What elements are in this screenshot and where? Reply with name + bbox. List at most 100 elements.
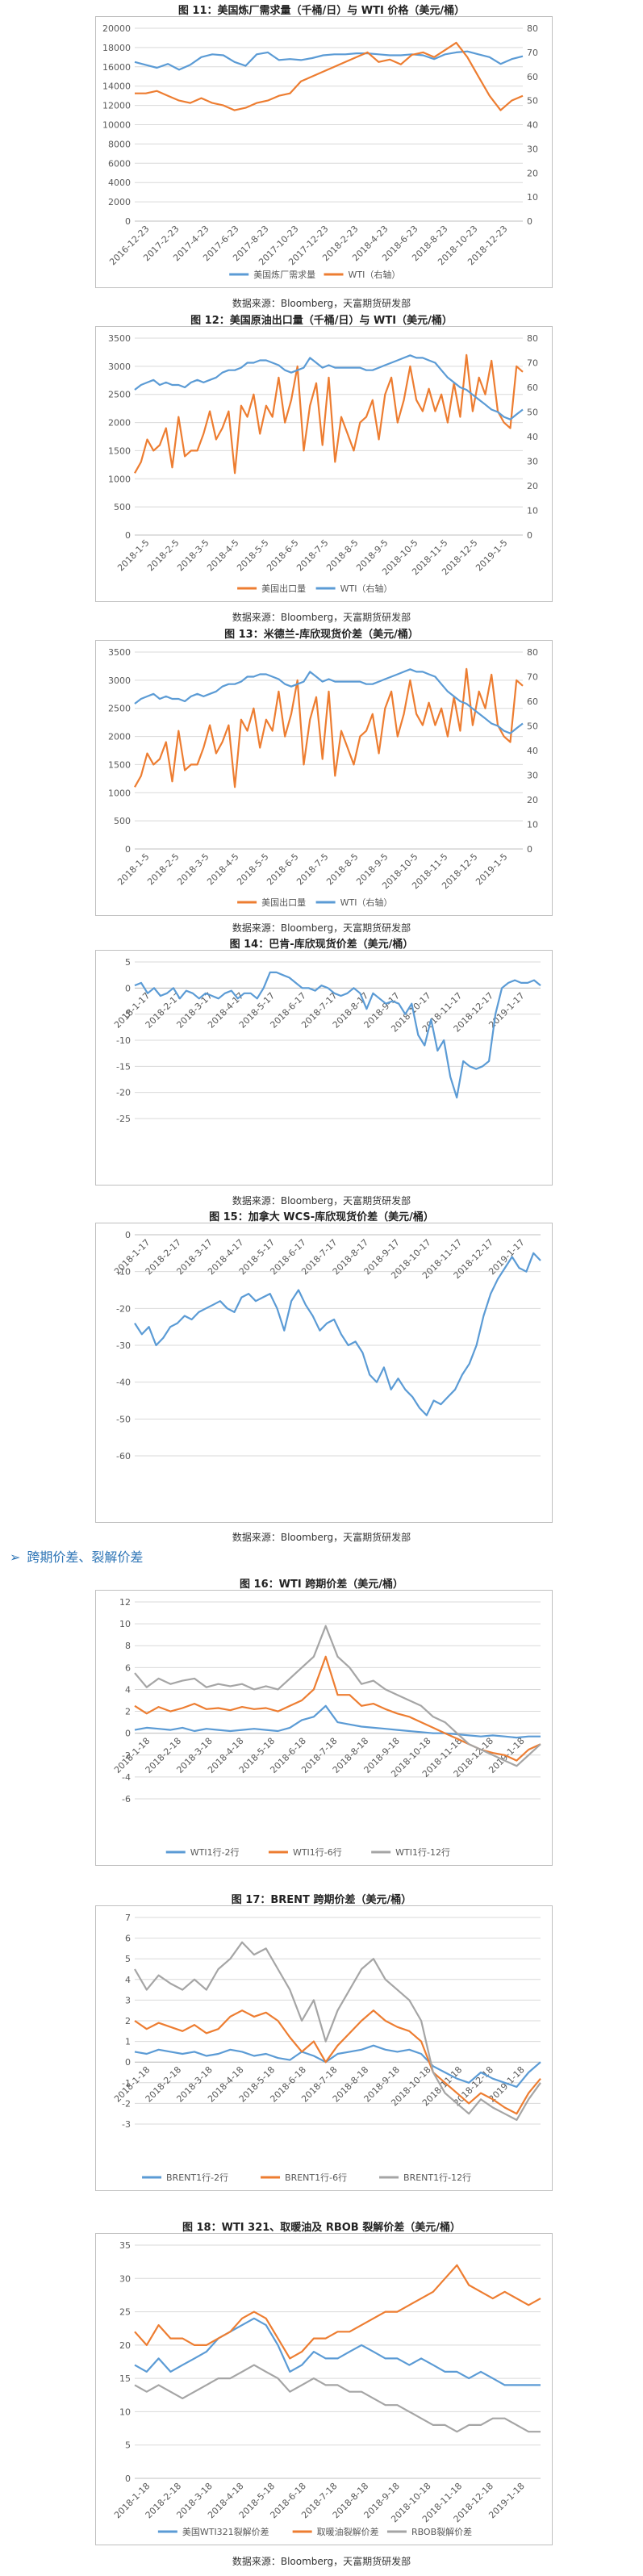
series-line [134,2317,541,2386]
chart-17-title: 图 17：BRENT 跨期价差（美元/桶） [231,1894,412,1906]
legend-label: 美国WTI321裂解价差 [182,2526,269,2537]
y-tick-label: 2 [125,1707,131,1717]
x-tick-label: 2018-6-5 [265,851,301,888]
chart-15-source: 数据来源：Bloomberg，天富期货研发部 [232,1532,411,1543]
x-tick-label: 2018-5-5 [235,851,271,888]
y-tick-label: -3 [122,2119,131,2130]
x-tick-label: 2018-3-5 [175,851,211,888]
x-tick-label: 2018-2-5 [145,537,182,574]
y2-tick-label: 40 [527,432,538,442]
series-line [134,2264,541,2360]
chart-18-title: 图 18：WTI 321、取暖油及 RBOB 裂解价差（美元/桶） [182,2222,461,2234]
y-tick-label: 25 [119,2307,131,2318]
y-tick-label: 2000 [108,732,131,742]
y-tick-label: 500 [114,816,131,826]
series-line [134,971,541,1099]
chart-16-plot: -6-4-20246810122018-1-182018-2-182018-3-… [112,1597,541,1858]
y-tick-label: 35 [119,2240,131,2251]
chart-18-frame: 0 5 10 15 20 25 30 35 2018-1-18 2018-2-18 2018-3-1… [95,2233,553,2545]
section-heading: ➢ 跨期价差、裂解价差 [10,1546,143,1566]
y-tick-label: 3 [125,1995,131,2005]
y-tick-label: 8 [125,1641,131,1651]
y-tick-label: 0 [125,216,131,227]
x-tick-label: 2018-4-5 [205,851,241,888]
chart-14-source: 数据来源：Bloomberg，天富期货研发部 [232,1195,411,1206]
x-tick-label: 2018-4-5 [205,537,241,574]
chart-15-plot: -60-50-40-30-20-1002018-1-172018-2-17201… [112,1230,541,1462]
y-tick-label: -5 [122,1010,131,1020]
y-tick-label: -15 [116,1061,131,1072]
y2-tick-label: 30 [527,771,538,781]
y-tick-label: 7 [125,1913,131,1923]
y-tick-label: 5 [125,957,131,968]
chart-11-source: 数据来源：Bloomberg，天富期货研发部 [232,298,411,309]
chart-15-frame: -60 -50 -40 -30 -20 -10 0 2018-1-17 2018-2-17 201… [95,1223,553,1523]
chart-11-frame: 0 2000 4000 6000 8000 10000 12000 14000 16000 180… [95,16,553,288]
x-tick-label: 2018-2-5 [145,851,182,888]
y-tick-label: 0 [125,2057,131,2068]
x-tick-label: 2018-6-5 [265,537,301,574]
series-line [135,41,524,111]
y-tick-label: -10 [116,1267,131,1278]
chart-12-title: 图 12：美国原油出口量（千桶/日）与 WTI（美元/桶） [190,315,453,327]
section-title: 跨期价差、裂解价差 [27,1549,144,1565]
legend-label: BRENT1行-6行 [285,2172,347,2183]
series-line [134,668,524,734]
y2-tick-label: 10 [527,192,538,203]
chart-16-title: 图 16：WTI 跨期价差（美元/桶） [240,1579,403,1591]
y2-tick-label: 70 [527,48,538,58]
y2-tick-label: 60 [527,696,538,707]
y-tick-label: 500 [114,502,131,512]
y-tick-label: 3500 [108,647,131,658]
y-tick-label: 2000 [108,197,131,207]
legend-label: 美国炼厂需求量 [253,269,315,280]
x-tick-label: 2018-1-5 [115,537,152,574]
y-tick-label: -20 [116,1303,131,1314]
chart-13-title: 图 13：米德兰-库欣现货价差（美元/桶） [224,629,419,641]
y-tick-label: 14000 [102,82,131,92]
y-tick-label: 4 [125,1684,131,1695]
y-tick-label: 0 [125,1729,131,1739]
chart-12-frame: 0 500 1000 1500 2000 2500 3000 3500 0 10 20 30 40 50 6… [95,326,553,602]
y2-tick-label: 0 [527,530,532,541]
chart-15-title: 图 15：加拿大 WCS-库欣现货价差（美元/桶） [209,1211,434,1223]
series-line [134,50,524,71]
y-tick-label: 0 [125,844,131,855]
y-tick-label: 12000 [102,101,131,111]
series-line [134,2044,541,2088]
series-line [134,353,524,475]
chart-11-plot: 0 2000 4000 6000 8000 10000 12000 14000 16000 180… [102,23,538,280]
legend-label: BRENT1行-12行 [403,2172,471,2183]
y2-tick-label: 50 [527,96,538,107]
x-tick-label: 2018-8-5 [324,851,361,888]
chart-12-source: 数据来源：Bloomberg，天富期货研发部 [232,612,411,623]
chart-13-frame: 0 500 1000 1500 2000 2500 3000 3500 0 10 20 30 40 50 6… [95,640,553,916]
legend-label: WTI1行-6行 [293,1847,342,1858]
x-tick-label: 2018-8-5 [324,537,361,574]
legend-label: WTI1行-2行 [190,1847,240,1858]
y2-tick-label: 50 [527,408,538,418]
y-tick-label: -30 [116,1340,131,1351]
legend-label: BRENT1行-2行 [166,2172,228,2183]
y-tick-label: -50 [116,1414,131,1424]
y-tick-label: 0 [125,1230,131,1240]
y-tick-label: 3000 [108,675,131,686]
chart-13-plot: 0 500 1000 1500 2000 2500 3000 3500 0 10 20 30 40 50 6… [108,647,538,908]
legend-label: 美国出口量 [261,583,306,594]
y-tick-label: 20 [119,2340,131,2351]
y-tick-label: -25 [116,1114,131,1124]
y-tick-label: 4 [125,1975,131,1985]
y2-tick-label: 30 [527,144,538,154]
chart-17-frame: -3 -2 -1 0 1 2 3 4 5 6 7 2018-1-18 2018-2-18 2018-3-1… [95,1905,553,2191]
legend-label: WTI（右轴） [340,897,393,908]
legend-label: 取暖油裂解价差 [317,2526,379,2537]
y-tick-label: 12 [119,1597,131,1608]
y-tick-label: 5 [125,2440,131,2451]
y-tick-label: -4 [122,1772,131,1783]
y-tick-label: 5 [125,1954,131,1964]
y-tick-label: 0 [125,2474,131,2484]
y-tick-label: 1500 [108,445,131,456]
y-tick-label: 1500 [108,759,131,770]
chart-16-frame: -6 -4 -2 0 2 4 6 8 10 12 2018-1-18 2018-2-18 2018-3-… [95,1590,553,1866]
y-tick-label: 2500 [108,704,131,714]
